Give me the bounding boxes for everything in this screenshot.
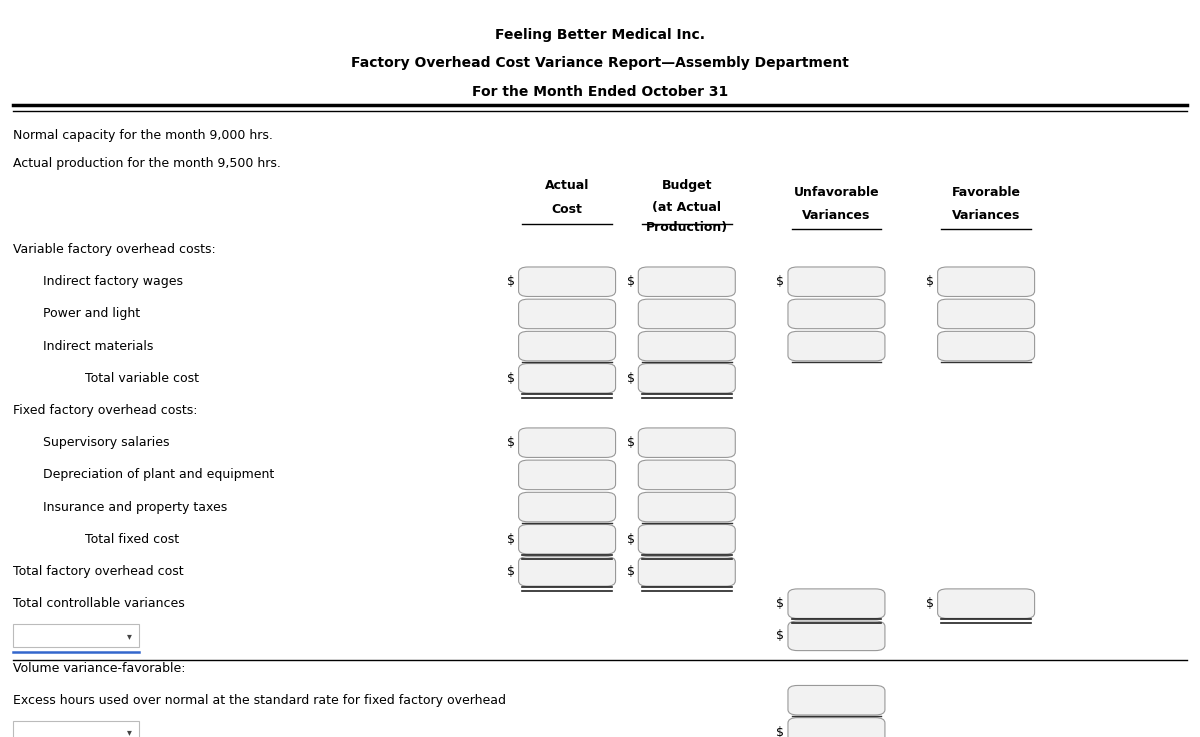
Text: Cost: Cost xyxy=(552,203,582,216)
FancyBboxPatch shape xyxy=(518,460,616,489)
Text: $: $ xyxy=(776,629,785,643)
Text: Actual: Actual xyxy=(545,179,589,192)
FancyBboxPatch shape xyxy=(638,428,736,458)
Text: $: $ xyxy=(626,436,635,449)
Text: Total controllable variances: Total controllable variances xyxy=(13,597,185,610)
FancyBboxPatch shape xyxy=(518,363,616,393)
Text: $: $ xyxy=(776,726,785,737)
Text: Unfavorable: Unfavorable xyxy=(793,186,880,199)
FancyBboxPatch shape xyxy=(518,299,616,329)
Text: Production): Production) xyxy=(646,220,728,234)
FancyBboxPatch shape xyxy=(518,332,616,361)
Text: Total factory overhead cost: Total factory overhead cost xyxy=(13,565,184,578)
Text: $: $ xyxy=(506,565,515,578)
Text: $: $ xyxy=(776,275,785,288)
FancyBboxPatch shape xyxy=(638,556,736,586)
Text: Volume variance-favorable:: Volume variance-favorable: xyxy=(13,662,186,674)
FancyBboxPatch shape xyxy=(518,556,616,586)
Text: Variable factory overhead costs:: Variable factory overhead costs: xyxy=(13,243,216,256)
Text: For the Month Ended October 31: For the Month Ended October 31 xyxy=(472,85,728,99)
Text: $: $ xyxy=(626,533,635,546)
Bar xyxy=(13,721,139,737)
FancyBboxPatch shape xyxy=(638,332,736,361)
FancyBboxPatch shape xyxy=(937,332,1034,361)
Text: Indirect factory wages: Indirect factory wages xyxy=(43,275,184,288)
FancyBboxPatch shape xyxy=(788,589,884,618)
FancyBboxPatch shape xyxy=(937,589,1034,618)
Text: $: $ xyxy=(626,275,635,288)
Text: $: $ xyxy=(506,533,515,546)
FancyBboxPatch shape xyxy=(638,267,736,296)
Text: Power and light: Power and light xyxy=(43,307,140,321)
Text: $: $ xyxy=(626,565,635,578)
FancyBboxPatch shape xyxy=(788,332,884,361)
Text: $: $ xyxy=(506,371,515,385)
Text: Indirect materials: Indirect materials xyxy=(43,340,154,352)
FancyBboxPatch shape xyxy=(638,525,736,554)
FancyBboxPatch shape xyxy=(788,267,884,296)
Text: Budget: Budget xyxy=(661,179,712,192)
FancyBboxPatch shape xyxy=(518,492,616,522)
Text: $: $ xyxy=(506,436,515,449)
Text: $: $ xyxy=(626,371,635,385)
Text: Variances: Variances xyxy=(952,209,1020,222)
FancyBboxPatch shape xyxy=(788,718,884,737)
Text: Insurance and property taxes: Insurance and property taxes xyxy=(43,500,228,514)
FancyBboxPatch shape xyxy=(937,267,1034,296)
Text: ▾: ▾ xyxy=(127,727,132,737)
FancyBboxPatch shape xyxy=(518,267,616,296)
FancyBboxPatch shape xyxy=(937,299,1034,329)
Bar xyxy=(13,624,139,647)
FancyBboxPatch shape xyxy=(788,685,884,715)
Text: Excess hours used over normal at the standard rate for fixed factory overhead: Excess hours used over normal at the sta… xyxy=(13,694,506,707)
FancyBboxPatch shape xyxy=(638,299,736,329)
Text: $: $ xyxy=(506,275,515,288)
Text: $: $ xyxy=(926,597,934,610)
Text: Variances: Variances xyxy=(803,209,871,222)
Text: Factory Overhead Cost Variance Report—Assembly Department: Factory Overhead Cost Variance Report—As… xyxy=(352,57,848,70)
Text: Fixed factory overhead costs:: Fixed factory overhead costs: xyxy=(13,404,198,417)
Text: Favorable: Favorable xyxy=(952,186,1021,199)
FancyBboxPatch shape xyxy=(518,428,616,458)
Text: ▾: ▾ xyxy=(127,631,132,641)
Text: Normal capacity for the month 9,000 hrs.: Normal capacity for the month 9,000 hrs. xyxy=(13,129,274,142)
Text: Supervisory salaries: Supervisory salaries xyxy=(43,436,169,449)
FancyBboxPatch shape xyxy=(788,299,884,329)
FancyBboxPatch shape xyxy=(638,363,736,393)
Text: Feeling Better Medical Inc.: Feeling Better Medical Inc. xyxy=(496,28,706,42)
FancyBboxPatch shape xyxy=(788,621,884,651)
FancyBboxPatch shape xyxy=(638,492,736,522)
Text: $: $ xyxy=(926,275,934,288)
FancyBboxPatch shape xyxy=(518,525,616,554)
Text: Total variable cost: Total variable cost xyxy=(73,371,199,385)
FancyBboxPatch shape xyxy=(638,460,736,489)
Text: $: $ xyxy=(776,597,785,610)
Text: Depreciation of plant and equipment: Depreciation of plant and equipment xyxy=(43,469,275,481)
Text: Total fixed cost: Total fixed cost xyxy=(73,533,179,546)
Text: (at Actual: (at Actual xyxy=(653,200,721,214)
Text: Actual production for the month 9,500 hrs.: Actual production for the month 9,500 hr… xyxy=(13,157,281,170)
